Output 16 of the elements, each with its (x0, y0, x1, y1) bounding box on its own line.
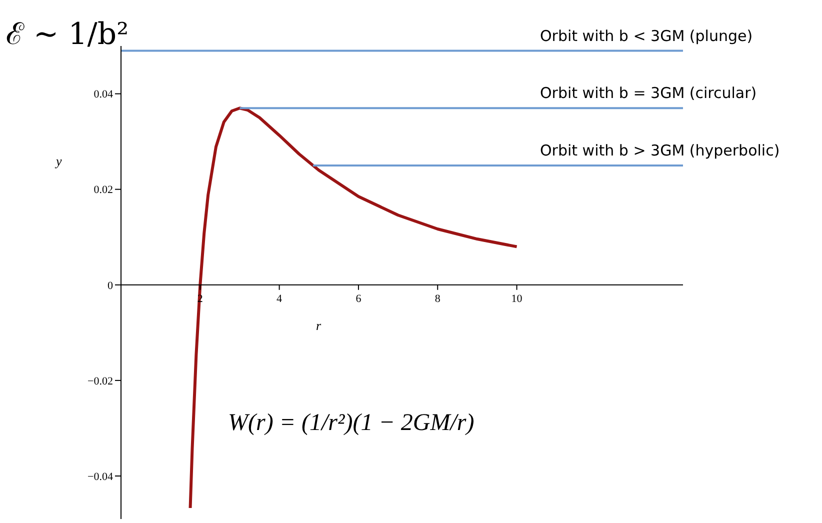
annotation: W(r) = (1/r²)(1 − 2GM/r) (228, 410, 474, 437)
x-tick-label: 4 (276, 292, 283, 305)
y-axis-title: y (54, 153, 62, 168)
y-tick-label: −0.02 (88, 375, 113, 388)
x-tick-label: 8 (434, 292, 441, 305)
series-label: Orbit with b < 3GM (plunge) (540, 26, 753, 45)
x-axis-title: r (316, 318, 322, 333)
y-tick-label: −0.04 (88, 470, 114, 483)
annotation: ℰ ∼ 1/b² (6, 16, 129, 53)
x-tick-label: 6 (356, 292, 362, 305)
y-tick-label: 0 (108, 280, 114, 292)
series-label: Orbit with b > 3GM (hyperbolic) (540, 141, 780, 160)
y-tick-label: 0.02 (94, 184, 113, 196)
series-label: Orbit with b = 3GM (circular) (540, 84, 757, 102)
x-tick-label: 10 (511, 292, 523, 305)
y-tick-label: 0.04 (94, 88, 114, 101)
